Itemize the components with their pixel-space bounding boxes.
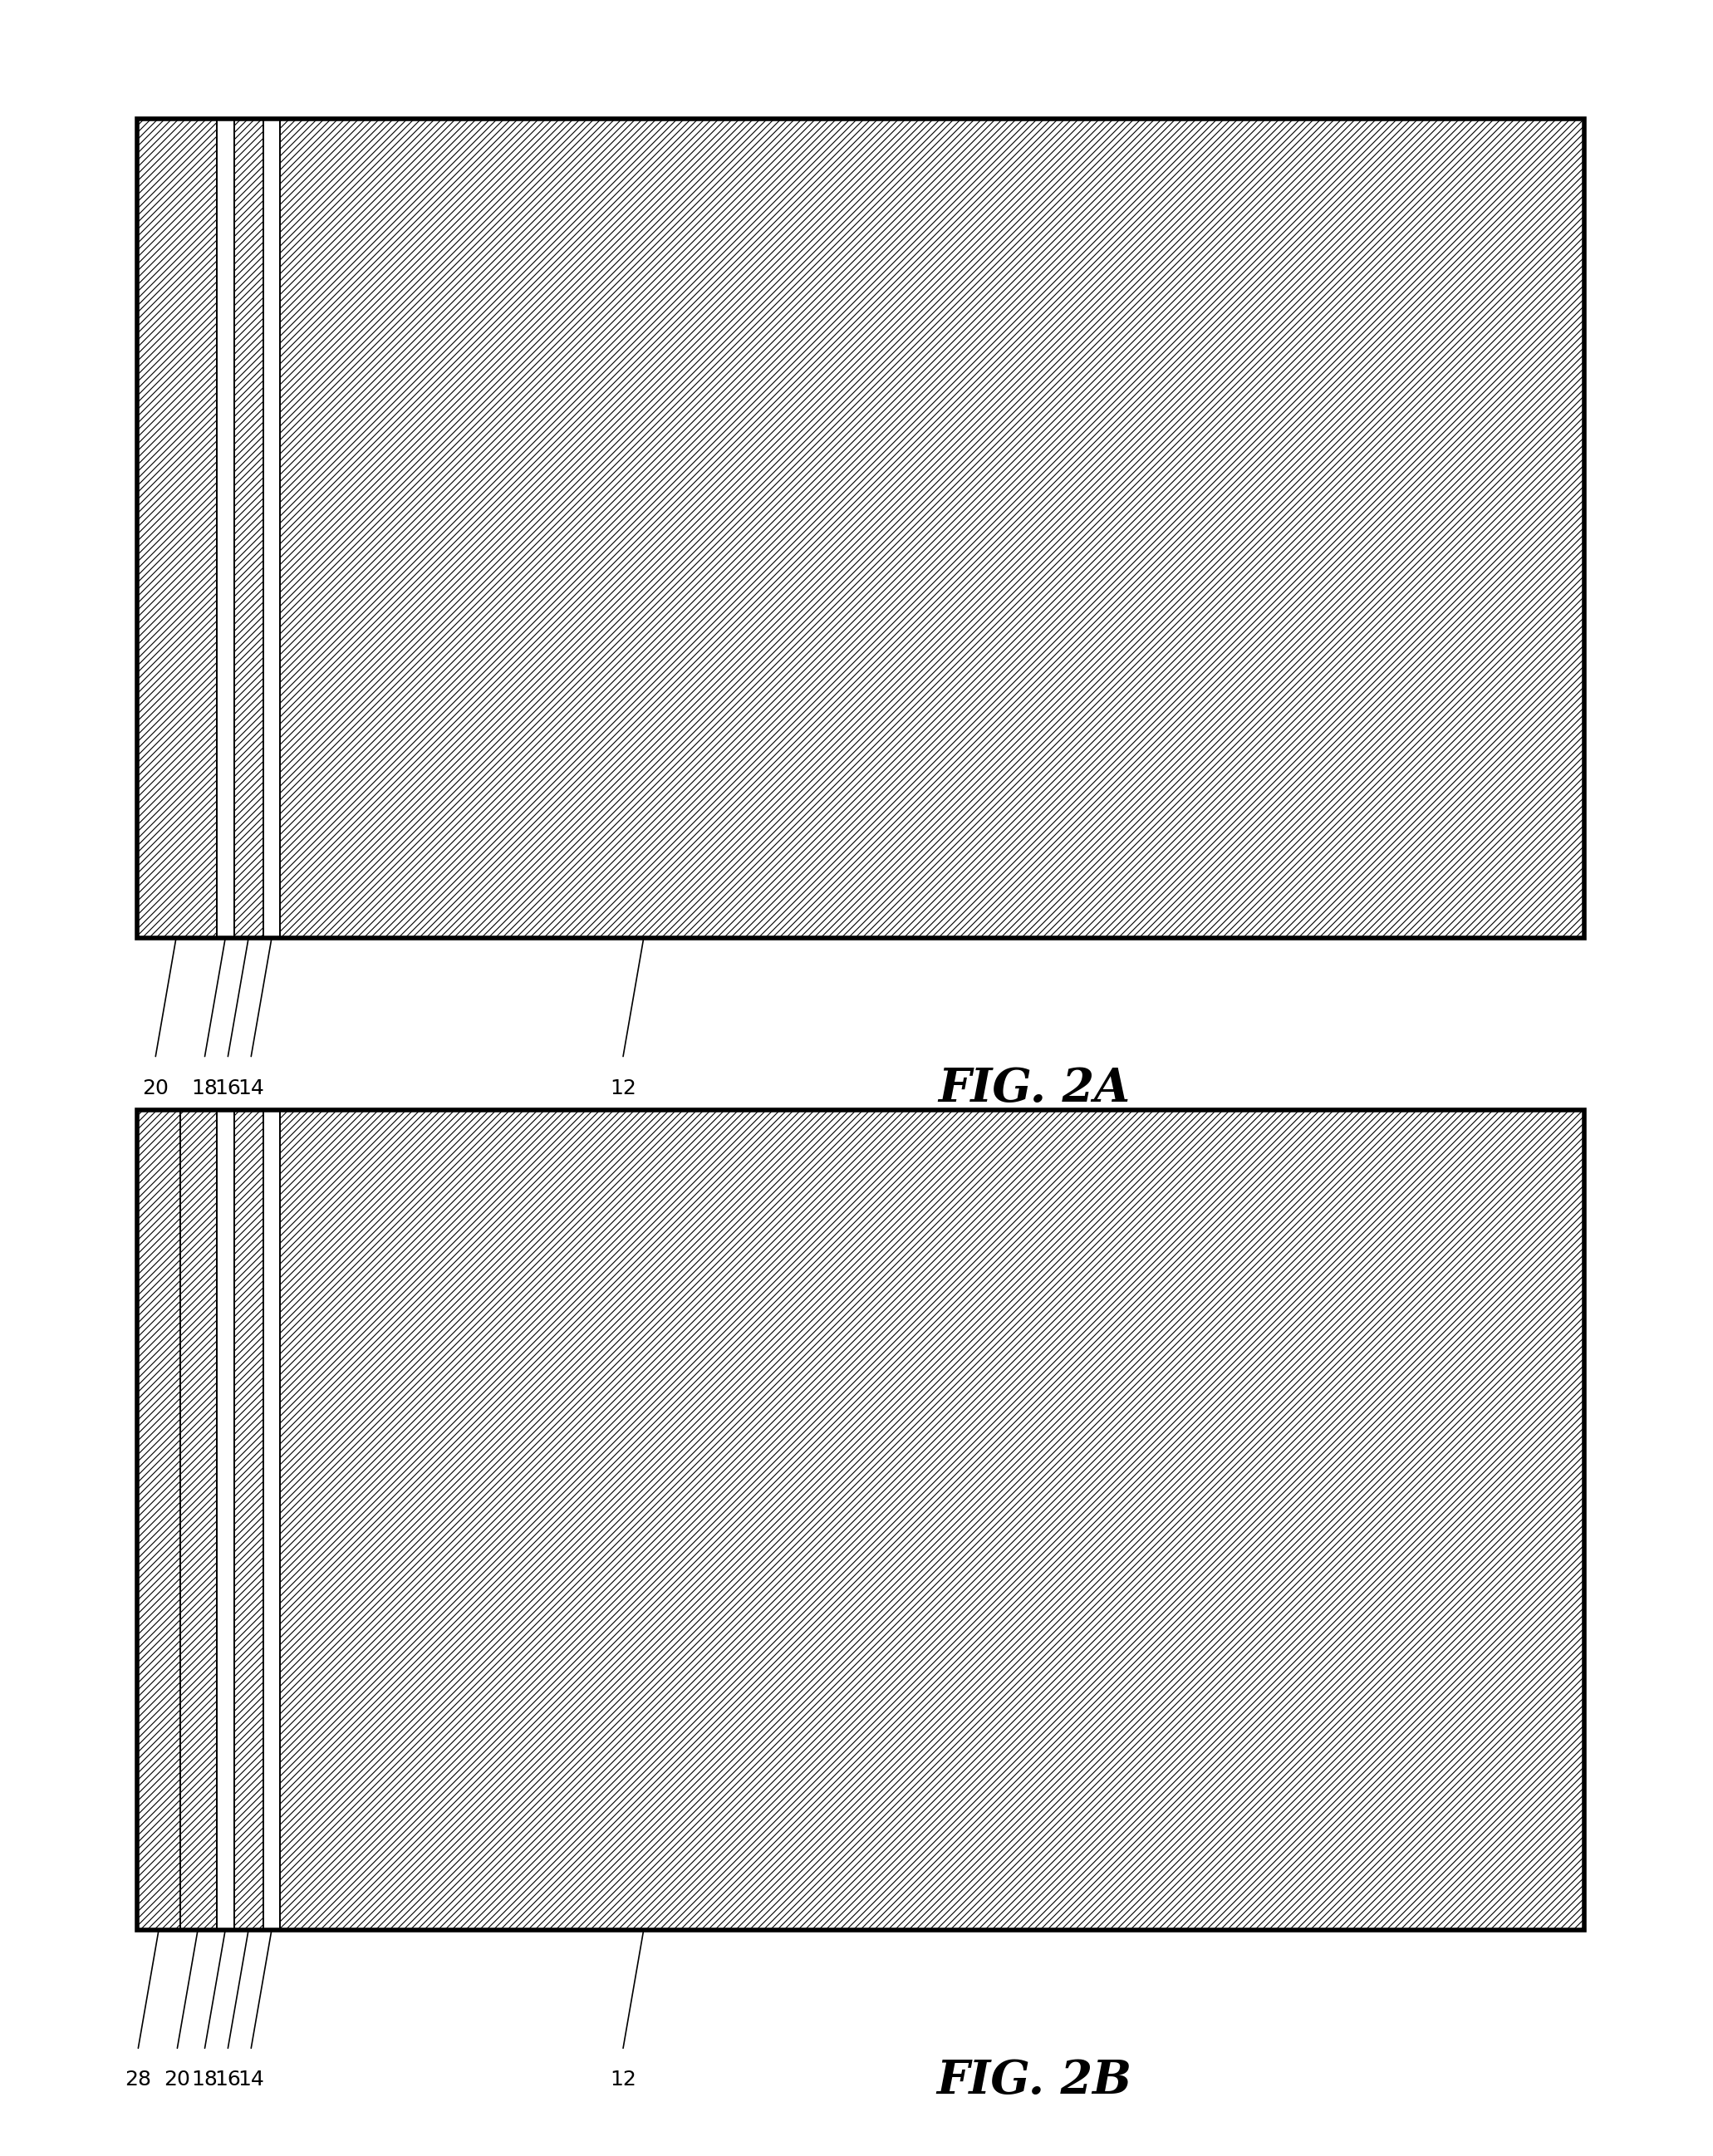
Text: 16: 16 [214, 2070, 242, 2089]
Text: FIG. 2A: FIG. 2A [939, 1065, 1131, 1112]
Bar [137, 119, 216, 938]
Text: 12: 12 [610, 1078, 636, 1097]
Text: 16: 16 [214, 1078, 242, 1097]
Text: 20: 20 [142, 1078, 170, 1097]
Text: 18: 18 [192, 1078, 218, 1097]
Bar [264, 1110, 281, 1930]
Text: 14: 14 [238, 2070, 264, 2089]
Bar [137, 1110, 1585, 1930]
Text: FIG. 2B: FIG. 2B [937, 2057, 1132, 2104]
Bar [216, 119, 235, 938]
Bar [264, 119, 281, 938]
Bar [216, 1110, 235, 1930]
Text: 14: 14 [238, 1078, 264, 1097]
Text: 28: 28 [125, 2070, 151, 2089]
Text: 18: 18 [192, 2070, 218, 2089]
Bar [137, 1110, 180, 1930]
Bar [281, 1110, 1585, 1930]
Text: 12: 12 [610, 2070, 636, 2089]
Text: 20: 20 [164, 2070, 190, 2089]
Bar [137, 119, 1585, 938]
Bar [281, 119, 1585, 938]
Bar [235, 119, 264, 938]
Bar [235, 1110, 264, 1930]
Bar [180, 1110, 216, 1930]
